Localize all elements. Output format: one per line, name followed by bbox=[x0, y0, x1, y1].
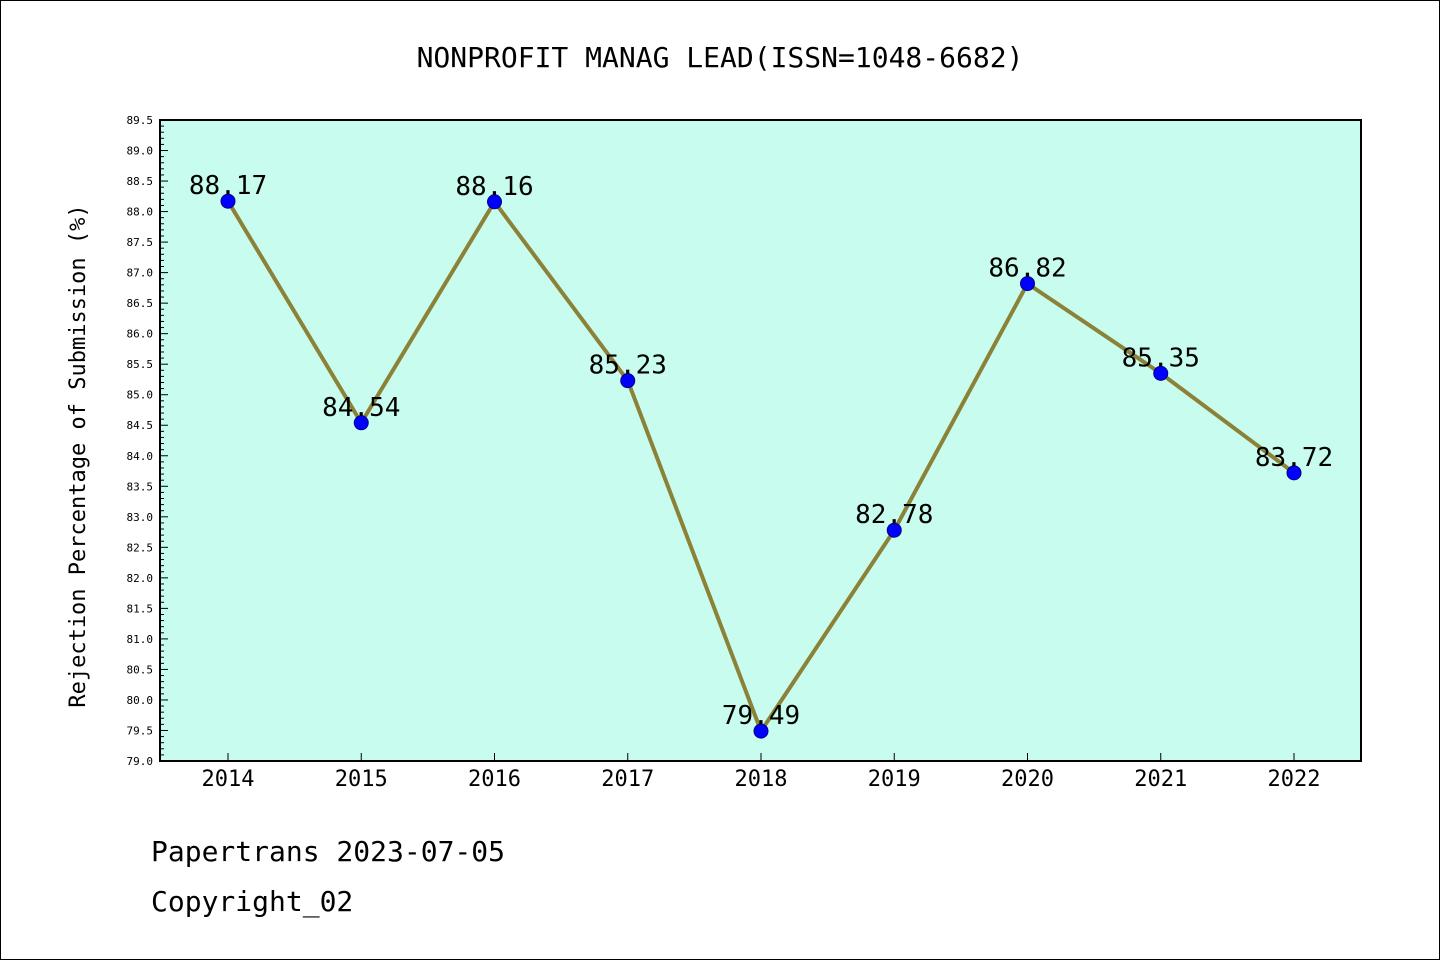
x-tick-label: 2019 bbox=[868, 767, 921, 792]
data-labels: 88.17 84.54 88.16 85.23 79.49 82.78 86.82 85.35… bbox=[189, 171, 1333, 731]
y-axis: 79.0 79.5 80.0 80.5 81.0 81.5 82.0 82.5 83.0 83.5… bbox=[127, 114, 168, 768]
y-axis-label: Rejection Percentage of Submission (%) bbox=[66, 204, 91, 707]
data-label: 79.49 bbox=[722, 701, 800, 731]
x-tick-label: 2017 bbox=[601, 767, 654, 792]
y-tick-label: 84.5 bbox=[127, 419, 154, 432]
data-point bbox=[620, 373, 636, 389]
data-label: 88.16 bbox=[455, 172, 533, 202]
y-tick-label: 83.0 bbox=[127, 511, 154, 524]
y-tick-label: 80.5 bbox=[127, 663, 154, 676]
chart-title: NONPROFIT MANAG LEAD(ISSN=1048-6682) bbox=[417, 41, 1024, 74]
y-tick-label: 89.5 bbox=[127, 114, 154, 127]
y-tick-label: 87.5 bbox=[127, 236, 154, 249]
y-tick-label: 86.0 bbox=[127, 328, 154, 341]
x-tick-label: 2014 bbox=[202, 767, 255, 792]
data-label: 84.54 bbox=[322, 393, 400, 423]
data-point bbox=[487, 194, 502, 210]
y-tick-label: 88.5 bbox=[127, 175, 154, 188]
data-label: 85.23 bbox=[589, 351, 667, 381]
y-tick-label: 87.0 bbox=[127, 267, 154, 280]
y-tick-label: 82.5 bbox=[127, 541, 154, 554]
data-point bbox=[220, 193, 236, 209]
x-tick-label: 2020 bbox=[1001, 767, 1054, 792]
y-tick-label: 82.0 bbox=[127, 572, 154, 585]
x-axis: 2014 2015 2016 2017 2018 2019 2020 2021 2022 bbox=[202, 753, 1321, 792]
y-tick-label: 81.5 bbox=[127, 602, 154, 615]
y-tick-label: 88.0 bbox=[127, 206, 154, 219]
y-tick-label: 81.0 bbox=[127, 633, 154, 646]
x-tick-label: 2022 bbox=[1268, 767, 1321, 792]
y-tick-label: 79.5 bbox=[127, 724, 154, 737]
y-tick-label: 83.5 bbox=[127, 480, 154, 493]
plot-area bbox=[159, 119, 1362, 762]
y-tick-label: 84.0 bbox=[127, 450, 154, 463]
y-tick-label: 80.0 bbox=[127, 694, 154, 707]
data-point bbox=[753, 723, 769, 739]
y-tick-label: 86.5 bbox=[127, 297, 154, 310]
footer-date: Papertrans 2023-07-05 bbox=[151, 835, 506, 868]
data-point bbox=[886, 522, 902, 538]
data-point bbox=[1286, 465, 1302, 481]
data-point bbox=[1020, 276, 1035, 292]
data-label: 85.35 bbox=[1122, 343, 1200, 373]
x-tick-label: 2018 bbox=[735, 767, 788, 792]
data-label: 86.82 bbox=[988, 254, 1066, 284]
data-label: 82.78 bbox=[855, 500, 933, 530]
footer-copyright: Copyright_02 bbox=[151, 885, 354, 918]
y-tick-label: 85.5 bbox=[127, 358, 154, 371]
x-tick-label: 2016 bbox=[468, 767, 521, 792]
y-tick-label: 85.0 bbox=[127, 389, 154, 402]
y-tick-label: 89.0 bbox=[127, 145, 154, 158]
data-label: 83.72 bbox=[1255, 443, 1333, 473]
y-tick-label: 79.0 bbox=[127, 755, 154, 768]
x-tick-label: 2021 bbox=[1134, 767, 1187, 792]
data-point bbox=[353, 415, 369, 431]
data-label: 88.17 bbox=[189, 171, 267, 201]
series bbox=[220, 193, 1302, 739]
x-tick-label: 2015 bbox=[335, 767, 388, 792]
data-point bbox=[1153, 365, 1169, 381]
